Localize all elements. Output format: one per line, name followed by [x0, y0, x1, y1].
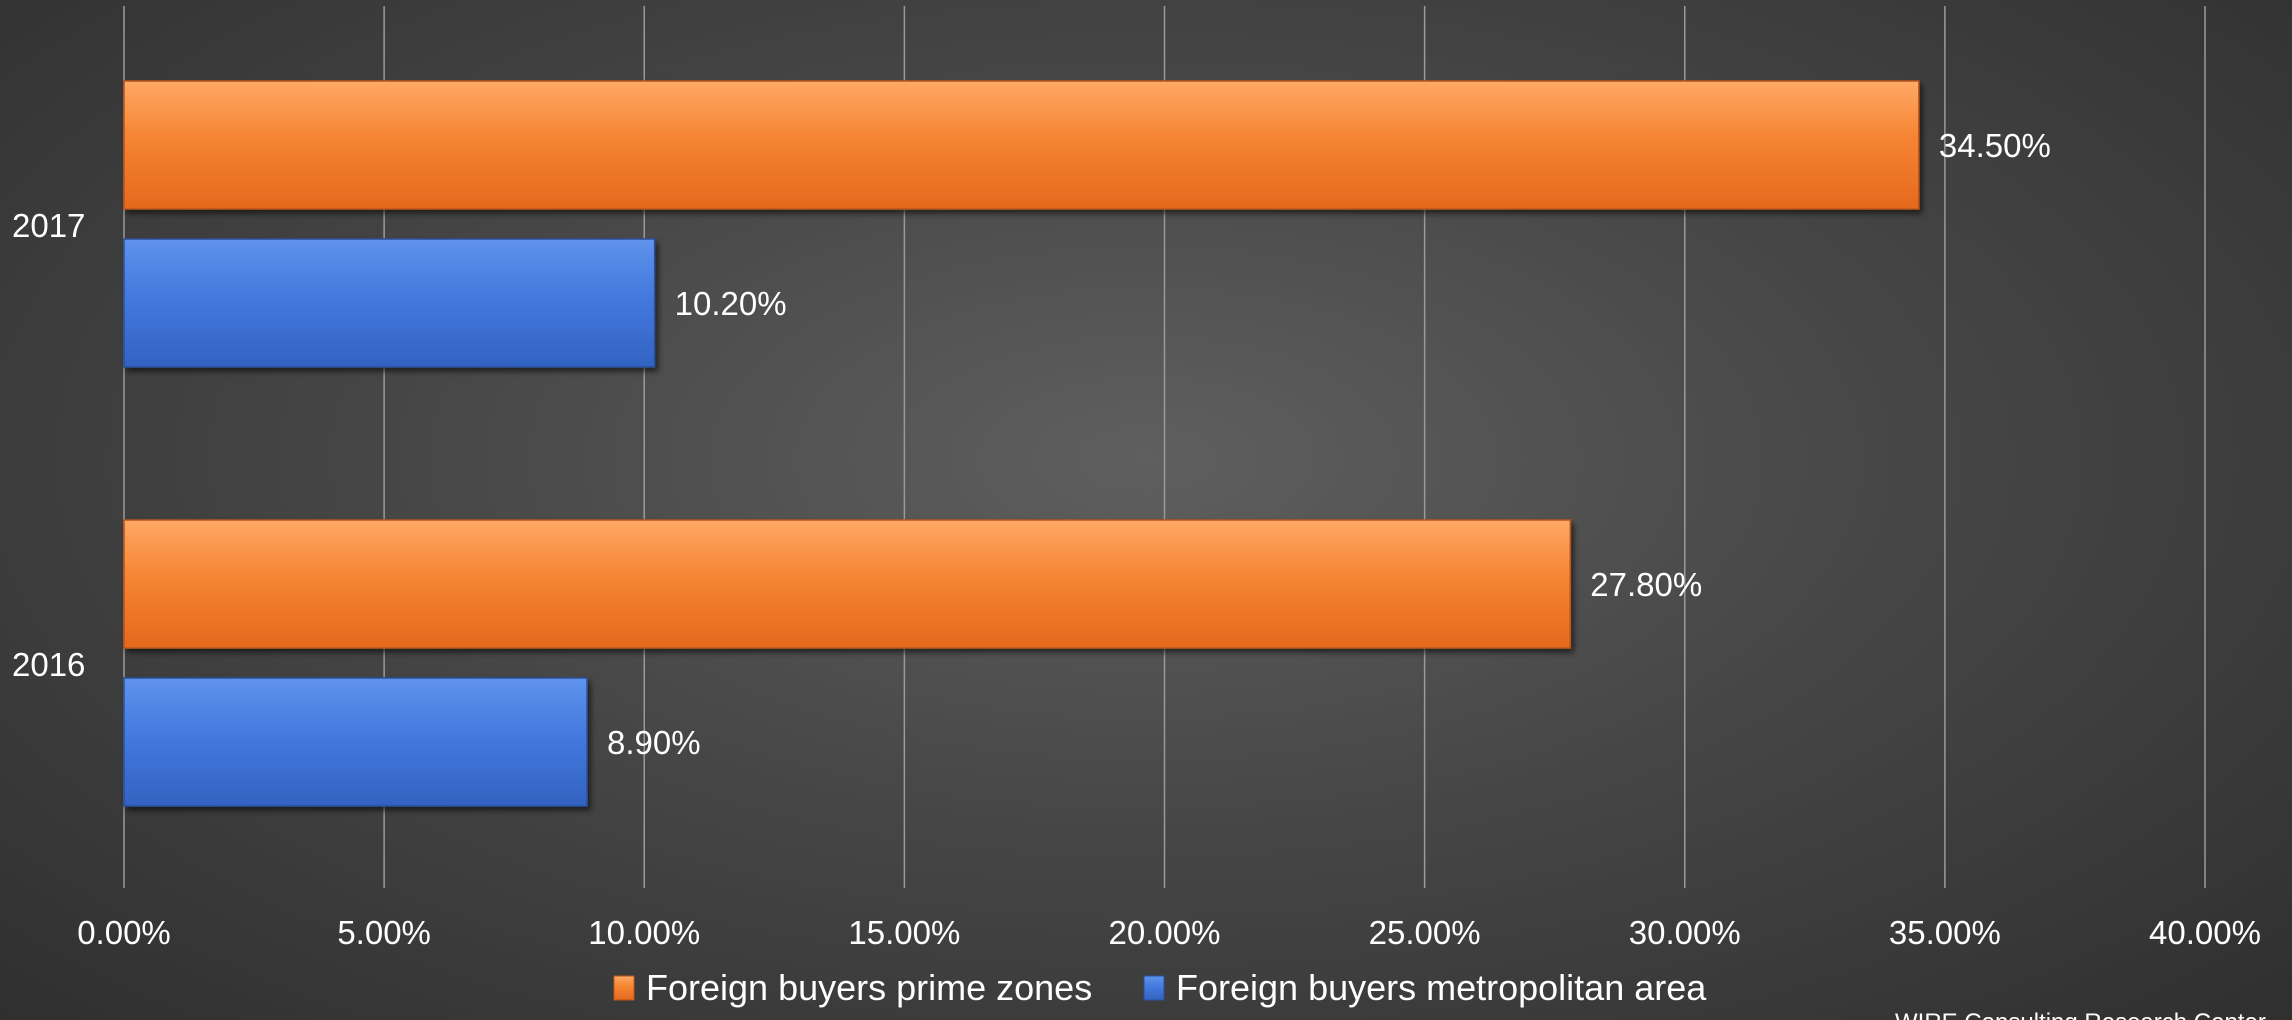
x-tick-label: 10.00%	[588, 914, 700, 951]
data-labels: 34.50% 10.20% 27.80% 8.90%	[607, 127, 2051, 761]
data-label: 34.50%	[1939, 127, 2051, 164]
x-tick-label: 20.00%	[1109, 914, 1221, 951]
legend-label: Foreign buyers metropolitan area	[1176, 967, 1707, 1008]
source-note: WIRE Consulting Research Center	[1895, 1009, 2266, 1020]
data-label: 27.80%	[1590, 566, 1702, 603]
legend-swatch	[613, 975, 635, 1001]
x-tick-label: 35.00%	[1889, 914, 2001, 951]
x-axis: 0.00% 5.00% 10.00% 15.00% 20.00% 25.00% 30.00%…	[77, 914, 2261, 951]
bar	[123, 238, 656, 368]
data-label: 8.90%	[607, 724, 701, 761]
category-label: 2017	[12, 207, 85, 244]
bar	[123, 80, 1920, 210]
x-tick-label: 40.00%	[2149, 914, 2261, 951]
bar	[123, 677, 588, 807]
x-tick-label: 25.00%	[1369, 914, 1481, 951]
category-label: 2016	[12, 646, 85, 683]
y-axis-categories: 2017 2016	[12, 207, 85, 683]
data-label: 10.20%	[675, 285, 787, 322]
legend: Foreign buyers prime zones Foreign buyers…	[613, 967, 1707, 1008]
x-tick-label: 30.00%	[1629, 914, 1741, 951]
legend-label: Foreign buyers prime zones	[646, 967, 1092, 1008]
x-tick-label: 5.00%	[337, 914, 431, 951]
bar	[123, 519, 1572, 649]
x-tick-label: 0.00%	[77, 914, 171, 951]
bars	[123, 80, 1920, 807]
legend-swatch	[1143, 975, 1165, 1001]
x-tick-label: 15.00%	[848, 914, 960, 951]
